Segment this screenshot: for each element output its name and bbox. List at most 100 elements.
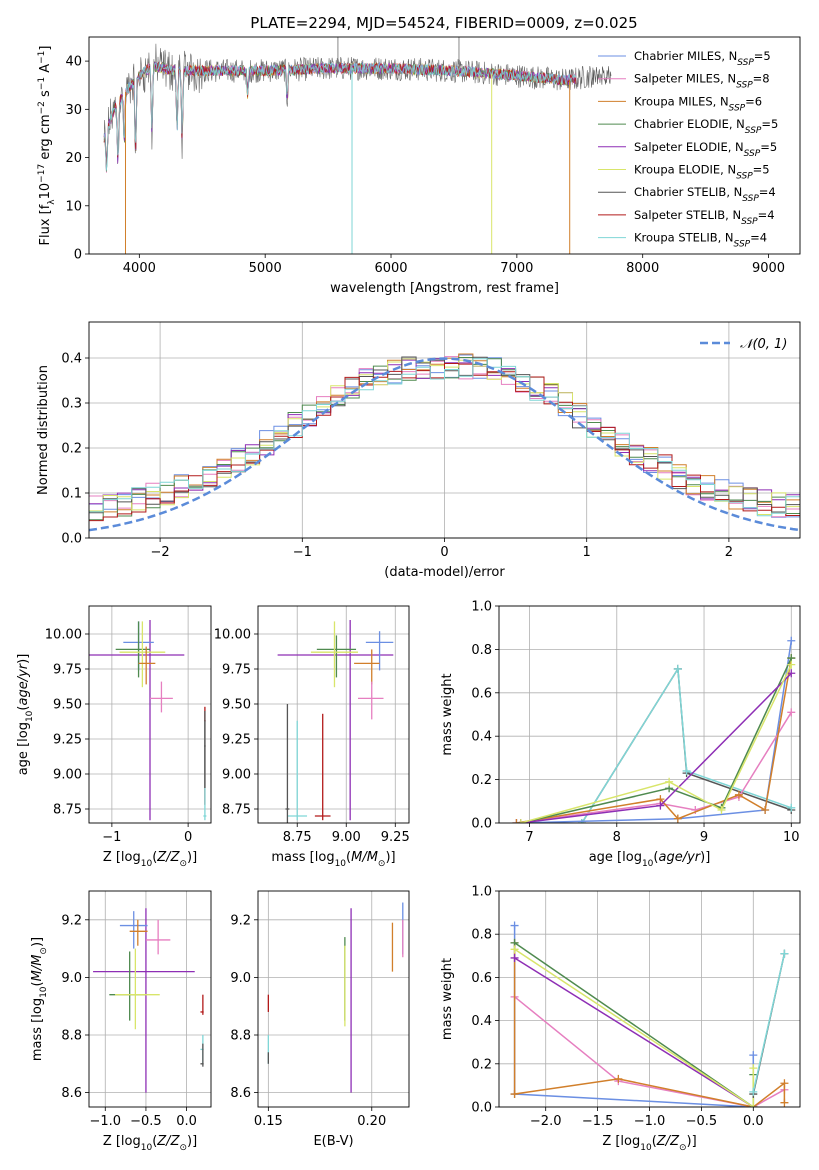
residuals-xtick-label: 2 xyxy=(725,545,733,560)
mass-weight-vs-Z-xtick-label: 0.0 xyxy=(743,1114,764,1129)
residuals-ytick-label: 0.4 xyxy=(61,352,82,367)
mass-weight-vs-age-marker xyxy=(665,777,674,786)
spectrum-legend-label: Kroupa ELODIE, NSSP=5 xyxy=(634,163,770,182)
mass-vs-Z-frame xyxy=(88,890,212,1108)
normal-curve xyxy=(89,357,800,532)
spectrum-legend-label: Kroupa MILES, NSSP=6 xyxy=(634,94,762,113)
age-vs-mass-ytick-label: 8.75 xyxy=(222,803,251,818)
mass-weight-vs-Z-xtick-label: −1.5 xyxy=(582,1114,614,1129)
spectrum-frame xyxy=(88,36,801,255)
mass-weight-vs-Z-marker xyxy=(749,1064,758,1073)
spectrum-ytick-label: 30 xyxy=(65,103,82,118)
mass-vs-Z-point xyxy=(129,919,148,946)
mass-weight-vs-age-series-line xyxy=(520,664,792,823)
age-vs-Z-ytick-label: 10.00 xyxy=(45,628,82,643)
mass-vs-ebv-ytick-label: 9.2 xyxy=(230,913,251,928)
age-vs-mass-ytick-label: 9.50 xyxy=(222,698,251,713)
mass-weight-vs-Z-series-line xyxy=(752,953,786,1093)
mass-vs-Z-point xyxy=(145,919,171,955)
normal-legend-label: 𝒩(0, 1) xyxy=(740,337,787,352)
spectrum-ylabel: Flux [fλ10−17 erg cm−2 s−1 A−1] xyxy=(37,46,57,246)
mass-vs-Z-ytick-label: 9.2 xyxy=(61,913,82,928)
mass-vs-ebv-ytick-label: 8.6 xyxy=(230,1086,251,1101)
age-vs-Z-ytick-label: 9.75 xyxy=(53,663,82,678)
mass-vs-Z-ytick-label: 9.0 xyxy=(61,971,82,986)
mass-weight-vs-Z-marker xyxy=(749,1051,758,1060)
mass-weight-vs-Z-xlabel: Z [log10(Z/Z⊙)] xyxy=(602,1134,696,1153)
mass-vs-Z-point xyxy=(115,948,160,1030)
age-vs-Z-point xyxy=(138,646,156,685)
mass-weight-vs-age-marker xyxy=(787,708,796,717)
residuals-ytick-label: 0.0 xyxy=(61,532,82,547)
mass-vs-Z-chart: −1.0 −0.5 0.0 8.6 8.8 9.0 9.2 Z [log10(Z/Z⊙)] ma… xyxy=(30,890,212,1153)
mass-weight-vs-Z-ytick-label: 0.2 xyxy=(471,1057,492,1072)
spectrum-legend-label: Salpeter MILES, NSSP=8 xyxy=(634,72,770,91)
mass-weight-vs-age-marker xyxy=(787,803,796,812)
mass-weight-vs-age-series-line xyxy=(520,657,792,823)
spectrum-xtick-label: 4000 xyxy=(123,261,156,276)
mass-weight-vs-age-ytick-label: 0.8 xyxy=(471,643,492,658)
age-vs-Z-point xyxy=(150,681,173,713)
age-vs-mass-point xyxy=(287,720,308,821)
spectrum-ytick-label: 10 xyxy=(65,199,82,214)
spectrum-xtick-label: 7000 xyxy=(500,261,533,276)
age-vs-mass-ytick-label: 9.25 xyxy=(222,733,251,748)
mass-weight-vs-age-marker xyxy=(787,636,796,645)
mass-vs-ebv-points xyxy=(267,902,404,1093)
mass-weight-vs-age-marker xyxy=(673,664,682,673)
spectrum-data-line xyxy=(592,66,612,85)
age-vs-Z-point xyxy=(115,621,150,678)
mass-vs-Z-xtick-label: −0.5 xyxy=(130,1114,162,1129)
spectrum-legend-label: Salpeter ELODIE, NSSP=5 xyxy=(634,140,777,159)
mass-weight-vs-age-ytick-label: 0.0 xyxy=(471,817,492,832)
mass-weight-vs-age-xtick-label: 7 xyxy=(525,830,533,845)
age-vs-mass-ytick-label: 10.00 xyxy=(214,628,251,643)
age-vs-mass-point xyxy=(310,621,359,688)
mass-vs-Z-points xyxy=(93,908,204,1093)
age-vs-mass-xtick-label: 9.25 xyxy=(381,830,410,845)
mass-vs-ebv-xtick-label: 0.15 xyxy=(254,1114,283,1129)
residuals-histograms xyxy=(89,353,800,532)
mass-weight-vs-age-marker xyxy=(673,814,682,823)
spectrum-legend-label: Kroupa STELIB, NSSP=4 xyxy=(634,231,767,250)
figure-title: PLATE=2294, MJD=54524, FIBERID=0009, z=0… xyxy=(250,14,637,32)
mass-vs-Z-point xyxy=(93,908,195,1093)
mass-vs-Z-ytick-label: 8.8 xyxy=(61,1029,82,1044)
age-vs-mass-point xyxy=(354,649,380,685)
age-vs-Z-ytick-label: 9.00 xyxy=(53,768,82,783)
age-vs-mass-point xyxy=(316,635,357,678)
mass-weight-vs-Z-marker xyxy=(780,1079,789,1088)
mass-weight-vs-age-ytick-label: 0.2 xyxy=(471,773,492,788)
spectrum-chart: 4000 5000 6000 7000 8000 9000 0 10 20 30 40 wavelen… xyxy=(37,36,801,296)
mass-vs-ebv-chart: 0.15 0.20 8.6 8.8 9.0 9.2 E(B-V) xyxy=(230,890,410,1149)
mass-weight-vs-Z-series-line xyxy=(514,996,785,1107)
mass-weight-vs-age-marker xyxy=(577,819,586,823)
mass-weight-vs-Z-marker xyxy=(510,921,519,930)
age-vs-Z-chart: −1 0 8.75 9.00 9.25 9.50 9.75 10.00 Z [log10(Z/Z… xyxy=(16,605,212,869)
mass-weight-vs-Z-ytick-label: 0.8 xyxy=(471,928,492,943)
mass-weight-vs-Z-xtick-label: −0.5 xyxy=(686,1114,718,1129)
residuals-xlabel: (data-model)/error xyxy=(384,565,505,580)
mass-weight-vs-Z-chart: −2.0 −1.5 −1.0 −0.5 0.0 0.0 0.2 0.4 0.6 0.8 1.0 Z [… xyxy=(440,885,801,1153)
age-vs-Z-ytick-label: 9.50 xyxy=(53,698,82,713)
mass-vs-Z-ytick-label: 8.6 xyxy=(61,1086,82,1101)
mass-vs-Z-xlabel: Z [log10(Z/Z⊙)] xyxy=(103,1134,197,1153)
mass-weight-vs-Z-ytick-label: 0.4 xyxy=(471,1014,492,1029)
mass-weight-vs-Z-lines xyxy=(510,921,789,1107)
age-vs-Z-frame xyxy=(88,605,212,824)
age-vs-mass-xlabel: mass [log10(M/M⊙)] xyxy=(271,850,395,869)
spectrum-xtick-label: 8000 xyxy=(626,261,659,276)
age-vs-mass-point xyxy=(365,631,394,671)
mass-weight-vs-Z-xtick-label: −2.0 xyxy=(530,1114,562,1129)
mass-weight-vs-Z-ytick-label: 0.0 xyxy=(471,1101,492,1116)
spectrum-legend-label: Salpeter STELIB, NSSP=4 xyxy=(634,208,775,227)
age-vs-mass-point xyxy=(314,713,331,821)
age-vs-mass-point xyxy=(277,620,394,821)
spectrum-lines xyxy=(103,37,612,254)
mass-weight-vs-Z-marker xyxy=(749,1103,758,1107)
age-vs-Z-ytick-label: 8.75 xyxy=(53,803,82,818)
mass-weight-vs-Z-ytick-label: 1.0 xyxy=(471,885,492,900)
age-vs-Z-xtick-label: −1 xyxy=(102,830,121,845)
mass-weight-vs-Z-marker xyxy=(510,945,519,954)
age-vs-mass-chart: 8.75 9.00 9.25 8.75 9.00 9.25 9.50 9.75 10.00 mas… xyxy=(214,605,410,869)
